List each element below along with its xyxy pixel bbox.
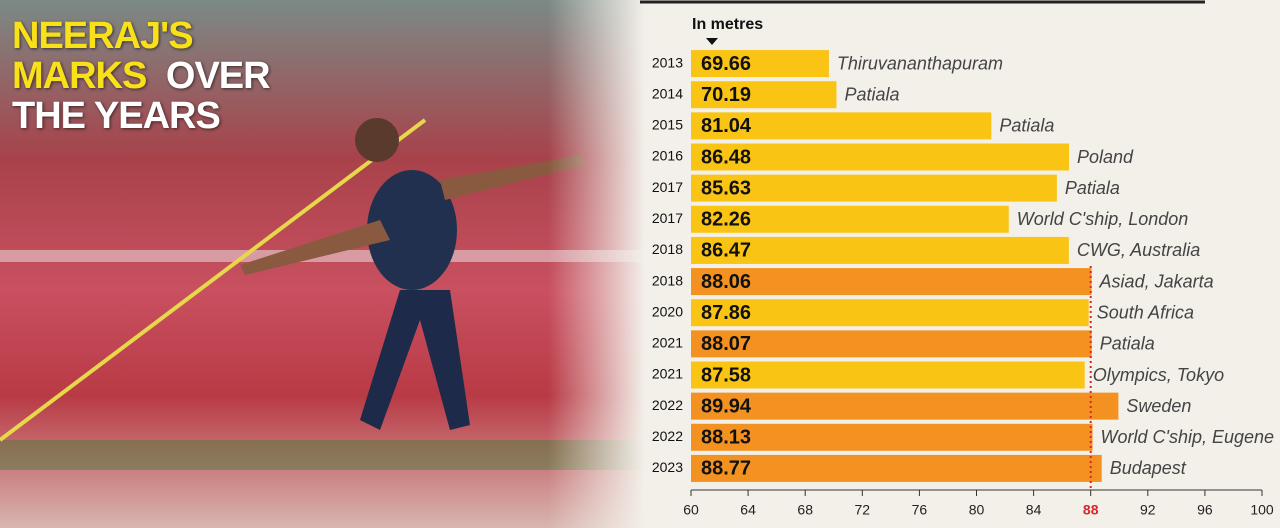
y-tick-label: 2017 bbox=[652, 179, 683, 195]
value-label: 88.06 bbox=[701, 271, 751, 293]
y-tick-label: 2021 bbox=[652, 366, 683, 382]
bar-annotation: Thiruvananthapuram bbox=[837, 53, 1003, 73]
x-tick-label: 88 bbox=[1083, 502, 1099, 518]
x-tick-label: 84 bbox=[1026, 502, 1042, 518]
value-label: 88.07 bbox=[701, 333, 751, 355]
bar-annotation: Olympics, Tokyo bbox=[1093, 365, 1224, 385]
photo bbox=[0, 0, 645, 528]
value-label: 70.19 bbox=[701, 84, 751, 106]
y-tick-label: 2013 bbox=[652, 54, 683, 70]
title-segment: OVER bbox=[165, 55, 271, 97]
x-tick-label: 80 bbox=[969, 502, 985, 518]
bar bbox=[691, 268, 1092, 296]
bar-annotation: Asiad, Jakarta bbox=[1099, 271, 1214, 291]
y-tick-label: 2017 bbox=[652, 210, 683, 226]
bar bbox=[691, 423, 1093, 451]
bar-annotation: Patiala bbox=[1065, 178, 1120, 198]
y-tick-label: 2014 bbox=[652, 85, 683, 101]
x-tick-label: 60 bbox=[683, 502, 699, 518]
value-label: 89.94 bbox=[701, 395, 752, 417]
y-tick-label: 2016 bbox=[652, 148, 683, 164]
bar bbox=[691, 236, 1069, 264]
value-label: 87.58 bbox=[701, 364, 751, 386]
bar bbox=[691, 299, 1089, 327]
bar bbox=[691, 112, 992, 140]
bar bbox=[691, 143, 1070, 171]
value-label: 82.26 bbox=[701, 209, 751, 231]
bar bbox=[691, 330, 1092, 358]
subtitle: In metres bbox=[692, 16, 763, 33]
bar-annotation: South Africa bbox=[1097, 302, 1194, 322]
value-label: 88.77 bbox=[701, 458, 751, 480]
x-tick-label: 68 bbox=[797, 502, 813, 518]
bar bbox=[691, 81, 837, 109]
bar-annotation: Poland bbox=[1077, 147, 1134, 167]
bar bbox=[691, 174, 1057, 202]
bar bbox=[691, 361, 1085, 389]
x-tick-label: 92 bbox=[1140, 502, 1156, 518]
x-tick-label: 76 bbox=[912, 502, 928, 518]
value-label: 88.13 bbox=[701, 427, 751, 449]
bar-annotation: Sweden bbox=[1126, 396, 1191, 416]
bar-annotation: World C'ship, London bbox=[1017, 209, 1189, 229]
title-segment: NEERAJ'S bbox=[12, 15, 194, 57]
x-tick-label: 96 bbox=[1197, 502, 1213, 518]
x-tick-label: 72 bbox=[855, 502, 871, 518]
y-tick-label: 2015 bbox=[652, 117, 683, 133]
y-tick-label: 2018 bbox=[652, 272, 683, 288]
bar bbox=[691, 50, 829, 78]
y-tick-label: 2022 bbox=[652, 397, 683, 413]
value-label: 81.04 bbox=[701, 115, 752, 137]
bar-annotation: Patiala bbox=[1100, 334, 1155, 354]
bar bbox=[691, 454, 1102, 482]
bar bbox=[691, 205, 1009, 233]
title-segment: MARKS bbox=[12, 55, 147, 97]
y-tick-label: 2022 bbox=[652, 428, 683, 444]
value-label: 87.86 bbox=[701, 302, 751, 324]
bar bbox=[691, 392, 1119, 420]
y-tick-label: 2018 bbox=[652, 241, 683, 257]
bar-annotation: World C'ship, Eugene bbox=[1101, 427, 1275, 447]
bar-annotation: Budapest bbox=[1110, 458, 1187, 478]
title: NEERAJ'S MARKS OVER THE YEARS bbox=[12, 16, 282, 136]
y-tick-label: 2023 bbox=[652, 459, 683, 475]
x-tick-label: 64 bbox=[740, 502, 756, 518]
x-tick-label: 100 bbox=[1250, 502, 1274, 518]
value-label: 69.66 bbox=[701, 53, 751, 75]
title-segment: THE YEARS bbox=[12, 95, 221, 137]
y-tick-label: 2020 bbox=[652, 303, 683, 319]
bar-annotation: CWG, Australia bbox=[1077, 240, 1200, 260]
value-label: 86.48 bbox=[701, 146, 751, 168]
subtitle-pointer bbox=[706, 38, 718, 45]
bar-annotation: Patiala bbox=[844, 84, 899, 104]
value-label: 85.63 bbox=[701, 177, 751, 199]
value-label: 86.47 bbox=[701, 240, 751, 262]
y-tick-label: 2021 bbox=[652, 335, 683, 351]
bar-annotation: Patiala bbox=[999, 116, 1054, 136]
